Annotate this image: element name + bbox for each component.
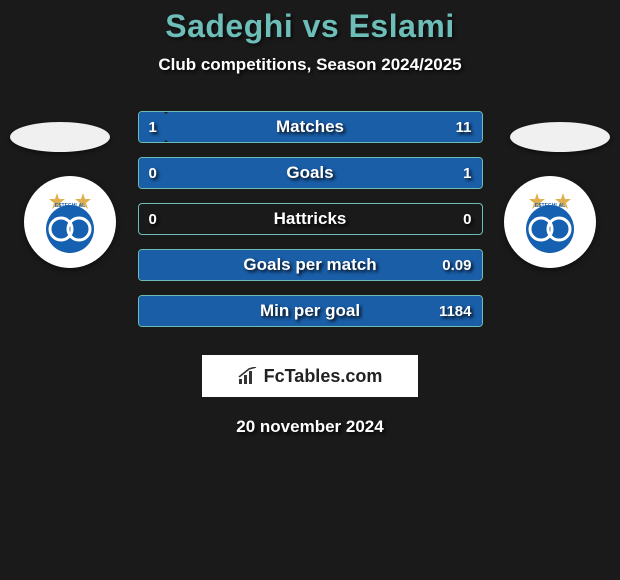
stat-value-right: 11 (456, 119, 472, 136)
stat-label: Goals (286, 163, 333, 183)
comparison-infographic: Sadeghi vs Eslami Club competitions, Sea… (0, 0, 620, 437)
subtitle: Club competitions, Season 2024/2025 (0, 55, 620, 75)
page-title: Sadeghi vs Eslami (0, 8, 620, 45)
stat-row: 0 Goals 1 (138, 157, 483, 189)
stat-label: Matches (276, 117, 344, 137)
stat-label: Hattricks (274, 209, 347, 229)
player-disc-left (10, 122, 110, 152)
chart-icon (238, 367, 260, 385)
stat-label: Min per goal (260, 301, 360, 321)
stat-label: Goals per match (243, 255, 376, 275)
date-label: 20 november 2024 (0, 417, 620, 437)
stat-value-right: 0.09 (442, 257, 471, 274)
svg-text:ESTEGHLAL: ESTEGHLAL (535, 203, 565, 209)
crest-icon: ESTEGHLAL (35, 187, 105, 257)
source-label: FcTables.com (264, 366, 383, 387)
stat-row: Goals per match 0.09 (138, 249, 483, 281)
stat-value-left: 0 (149, 165, 157, 182)
source-badge: FcTables.com (202, 355, 418, 397)
stat-row: Min per goal 1184 (138, 295, 483, 327)
svg-text:ESTEGHLAL: ESTEGHLAL (55, 203, 85, 209)
stat-value-right: 1184 (439, 303, 472, 320)
player-disc-right (510, 122, 610, 152)
stat-row: 1 Matches 11 (138, 111, 483, 143)
stat-value-right: 0 (463, 211, 471, 228)
stat-value-right: 1 (463, 165, 471, 182)
team-crest-left: ESTEGHLAL (24, 176, 116, 268)
stat-value-left: 1 (149, 119, 157, 136)
crest-icon: ESTEGHLAL (515, 187, 585, 257)
team-crest-right: ESTEGHLAL (504, 176, 596, 268)
stat-row: 0 Hattricks 0 (138, 203, 483, 235)
stat-value-left: 0 (149, 211, 157, 228)
